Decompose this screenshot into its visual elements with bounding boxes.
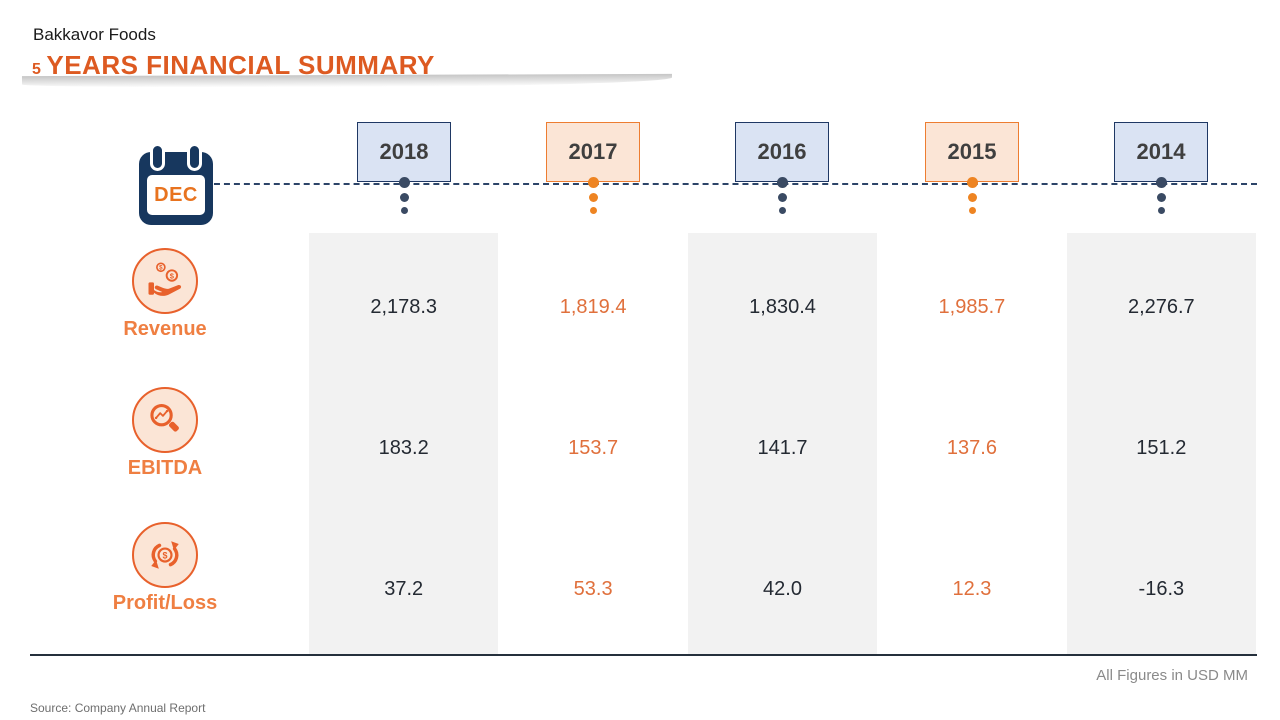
value-ebitda-2014: 151.2 <box>1136 437 1187 459</box>
svg-text:$: $ <box>159 265 163 272</box>
row-header-ebitda: EBITDA <box>100 387 230 480</box>
value-profit-2017: 53.3 <box>573 578 613 600</box>
timeline-dots-icon <box>1155 177 1167 214</box>
value-revenue-2018: 2,178.3 <box>370 296 438 318</box>
value-profit-2016: 42.0 <box>763 578 802 600</box>
timeline-dots-icon <box>398 177 410 214</box>
value-ebitda-2015: 137.6 <box>946 437 997 459</box>
timeline-dashed-line <box>204 183 1257 185</box>
row-label: EBITDA <box>127 457 203 479</box>
source-note: Source: Company Annual Report <box>30 701 206 715</box>
row-label: Revenue <box>123 318 207 340</box>
timeline-dots-icon <box>587 177 599 214</box>
value-profit-2018: 37.2 <box>384 578 424 600</box>
company-name: Bakkavor Foods <box>33 25 156 44</box>
timeline-dots-icon <box>966 177 978 214</box>
value-profit-2015: 12.3 <box>952 578 992 600</box>
calendar-ring-icon <box>187 143 202 171</box>
year-box-2017: 2017 <box>546 122 640 182</box>
value-ebitda-2017: 153.7 <box>568 437 619 459</box>
year-box-2015: 2015 <box>925 122 1019 182</box>
coin-arrows-icon: $ <box>132 522 198 588</box>
value-ebitda-2018: 183.2 <box>378 437 429 459</box>
year-box-2018: 2018 <box>357 122 451 182</box>
footer-divider <box>30 654 1257 656</box>
timeline-dots-icon <box>776 177 788 214</box>
calendar-dec-icon: DEC <box>139 143 213 225</box>
row-header-profit-loss: $ Profit/Loss <box>100 522 230 615</box>
magnifier-chart-icon <box>132 387 198 453</box>
column-background-2016 <box>688 233 877 655</box>
value-profit-2014: -16.3 <box>1138 578 1185 600</box>
svg-text:$: $ <box>163 550 168 560</box>
title-number: 5 <box>32 61 42 78</box>
calendar-month-label: DEC <box>147 175 205 215</box>
ebitda-values-row: 183.2 153.7 141.7 137.6 151.2 <box>309 437 1256 460</box>
calendar-ring-icon <box>150 143 165 171</box>
svg-text:$: $ <box>170 272 175 281</box>
value-ebitda-2016: 141.7 <box>757 437 808 459</box>
column-background-2014 <box>1067 233 1256 655</box>
units-note: All Figures in USD MM <box>1096 667 1248 684</box>
column-background-2018 <box>309 233 498 655</box>
row-label: Profit/Loss <box>112 592 218 614</box>
value-revenue-2016: 1,830.4 <box>749 296 816 318</box>
profit-loss-values-row: 37.2 53.3 42.0 12.3 -16.3 <box>309 578 1256 601</box>
title-underline-shadow <box>21 73 673 89</box>
revenue-values-row: 2,178.3 1,819.4 1,830.4 1,985.7 2,276.7 <box>309 296 1256 319</box>
value-revenue-2014: 2,276.7 <box>1127 296 1195 318</box>
year-box-2016: 2016 <box>735 122 829 182</box>
value-revenue-2017: 1,819.4 <box>559 296 627 318</box>
year-box-2014: 2014 <box>1114 122 1208 182</box>
value-revenue-2015: 1,985.7 <box>938 296 1006 318</box>
row-header-revenue: $ $ Revenue <box>100 248 230 341</box>
hand-coins-icon: $ $ <box>132 248 198 314</box>
